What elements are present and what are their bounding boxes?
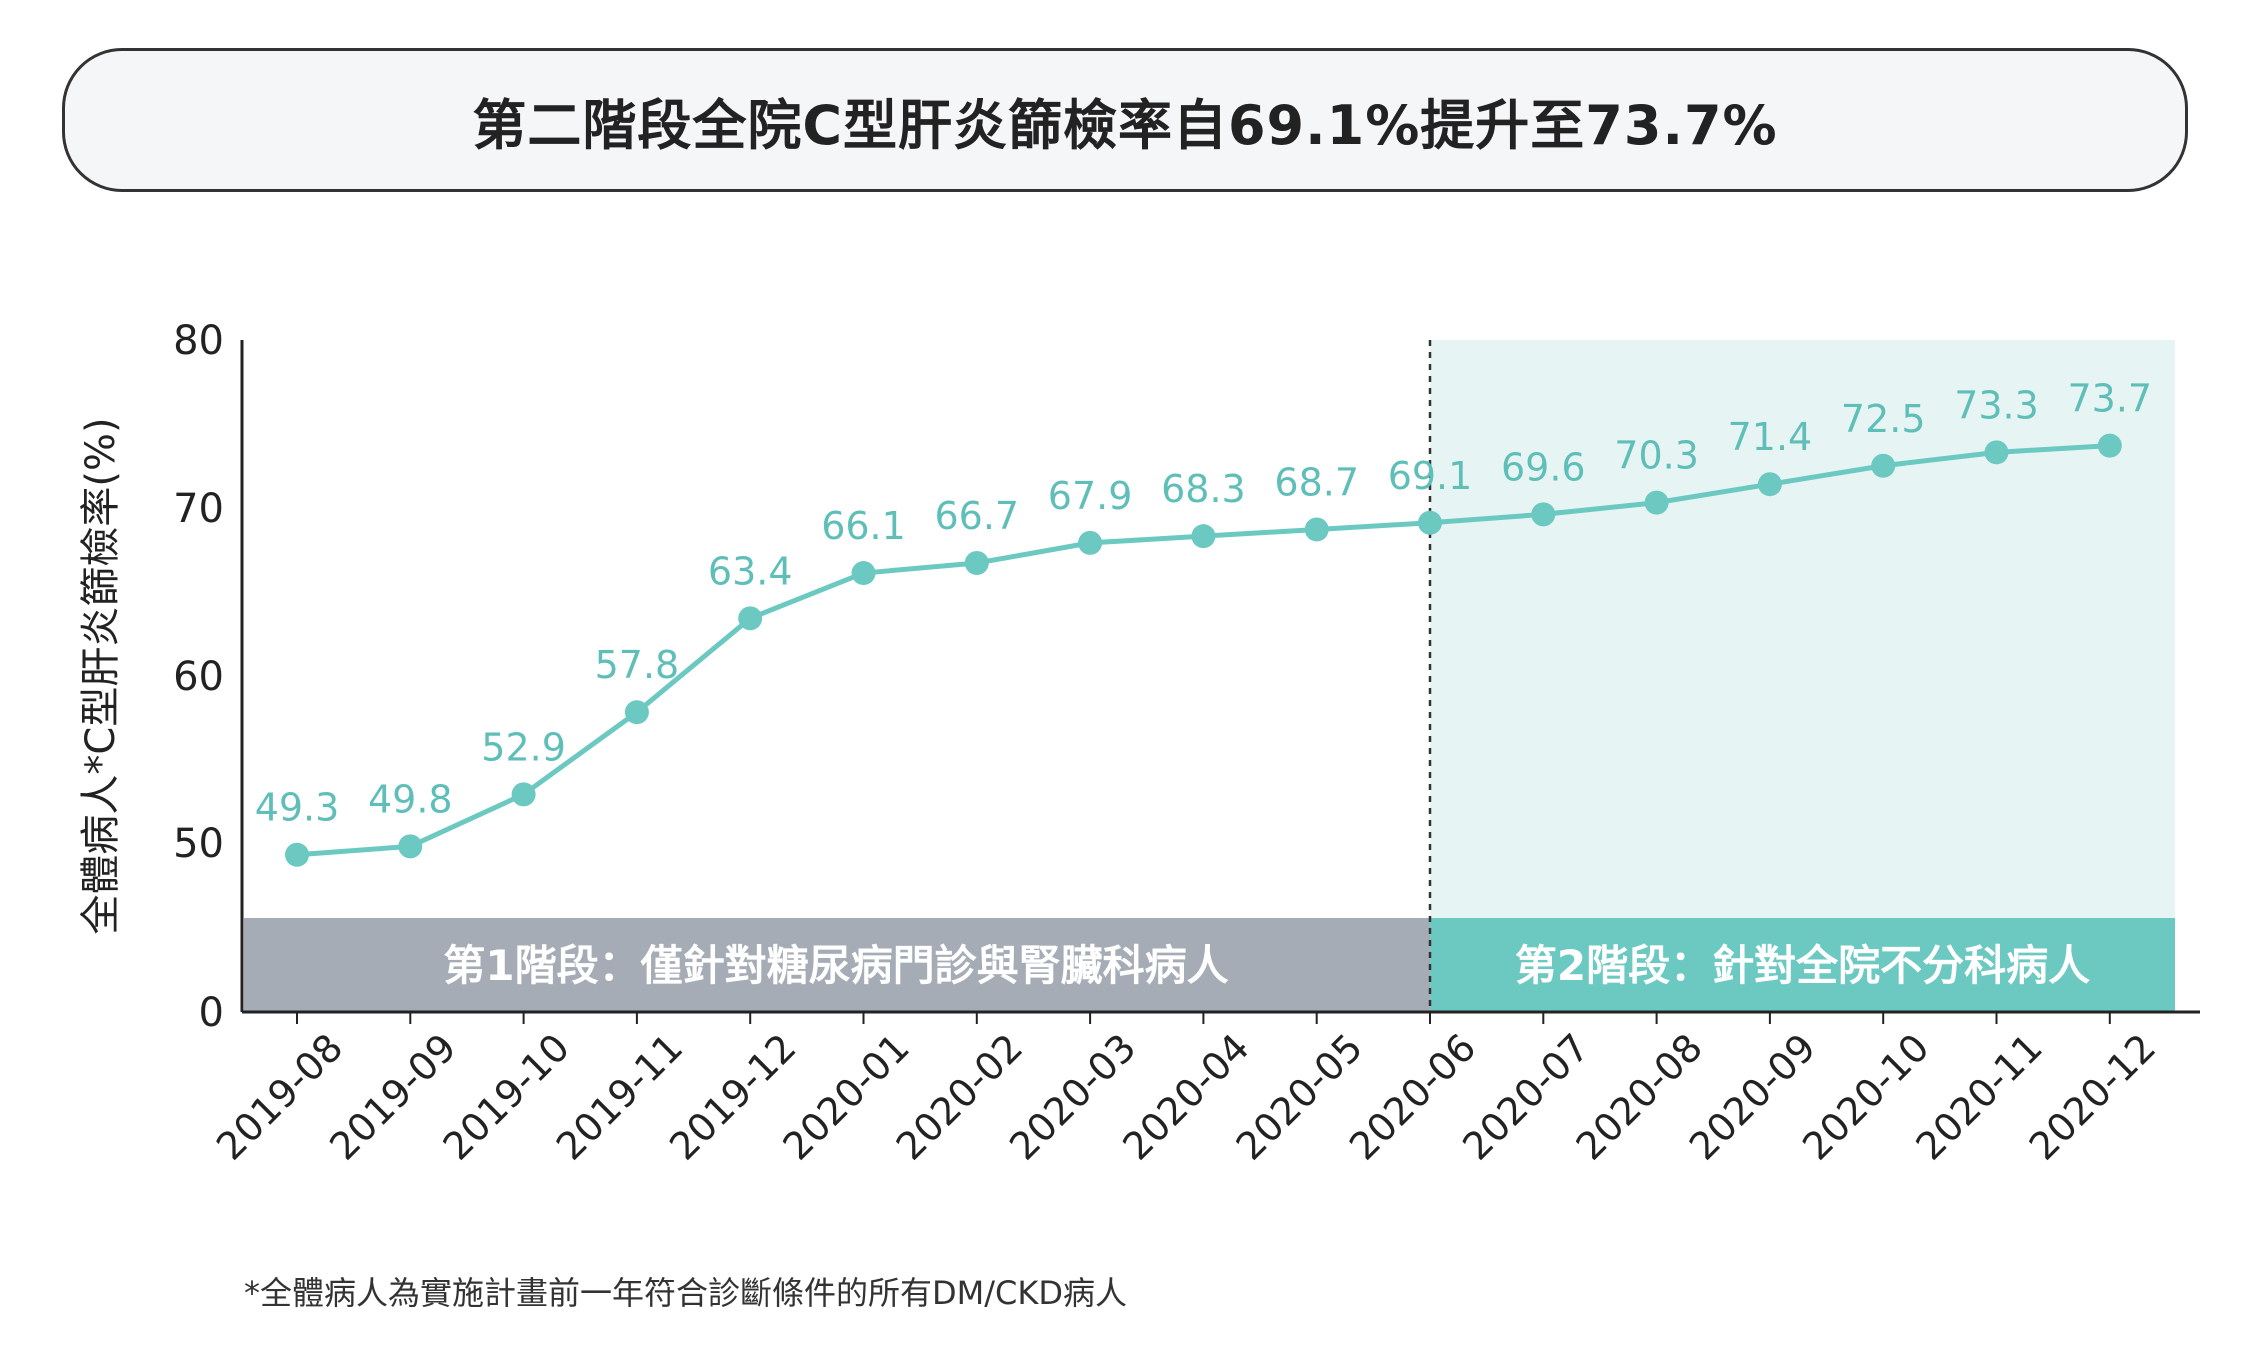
data-point (2097, 433, 2122, 458)
y-tick-label: 60 (173, 654, 224, 700)
y-tick-label: 80 (173, 318, 224, 364)
phase2-band (1430, 918, 2175, 1012)
data-label: 72.5 (1841, 397, 1926, 441)
data-point (1871, 453, 1896, 478)
page-title: 第二階段全院C型肝炎篩檢率自69.1%提升至73.7% (472, 93, 1778, 157)
data-point (1304, 517, 1329, 542)
data-point (1078, 530, 1103, 555)
data-point (738, 606, 763, 631)
data-point (398, 834, 423, 859)
x-tick-label: 2020-12 (2021, 1025, 2164, 1168)
data-label: 71.4 (1728, 415, 1813, 459)
data-label: 49.8 (368, 777, 453, 821)
data-label: 69.6 (1501, 445, 1586, 489)
phase2-background (1430, 340, 2175, 918)
data-point (964, 550, 989, 575)
data-label: 69.1 (1388, 454, 1473, 498)
phase2-label: 第2階段：針對全院不分科病人 (1515, 941, 2090, 990)
data-label: 49.3 (255, 786, 340, 830)
data-point (285, 842, 309, 867)
y-tick-label: 0 (199, 990, 224, 1036)
data-label: 73.7 (2067, 377, 2152, 421)
data-point (1191, 524, 1216, 549)
title-banner: 第二階段全院C型肝炎篩檢率自69.1%提升至73.7% (62, 48, 2188, 192)
data-label: 63.4 (708, 549, 793, 593)
footnote: *全體病人為實施計畫前一年符合診斷條件的所有DM/CKD病人 (244, 1274, 1128, 1312)
phase1-band (244, 918, 1430, 1012)
data-point (1644, 490, 1669, 515)
data-label: 68.7 (1274, 460, 1359, 504)
data-label: 52.9 (481, 725, 566, 769)
y-tick-label: 70 (173, 486, 224, 532)
data-label: 66.1 (821, 504, 906, 548)
data-point (511, 782, 536, 807)
data-point (1757, 472, 1782, 497)
data-point (1984, 440, 2009, 465)
data-point (1418, 510, 1442, 535)
data-label: 70.3 (1614, 434, 1699, 478)
data-label: 66.7 (934, 494, 1019, 538)
data-label: 68.3 (1161, 467, 1246, 511)
data-label: 57.8 (595, 643, 680, 687)
phase1-label: 第1階段：僅針對糖尿病門診與腎臟科病人 (443, 941, 1228, 990)
data-point (1531, 502, 1556, 527)
data-label: 67.9 (1048, 474, 1133, 518)
y-tick-label: 50 (173, 821, 224, 867)
data-point (851, 561, 876, 586)
data-point (624, 700, 649, 725)
data-label: 73.3 (1954, 383, 2039, 427)
